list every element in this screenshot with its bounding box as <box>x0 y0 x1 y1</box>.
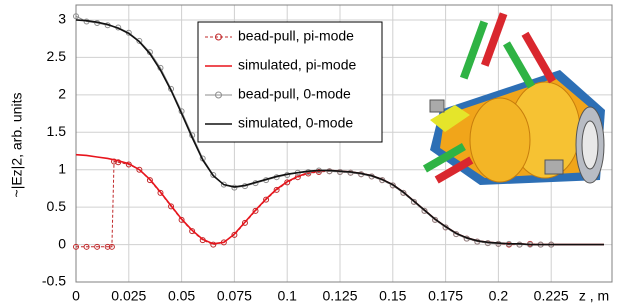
y-tick-label: 1.5 <box>47 123 67 139</box>
x-axis-label: z , m <box>579 288 609 304</box>
x-tick-label: 0.125 <box>322 288 357 304</box>
x-tick-label: 0.15 <box>379 288 406 304</box>
legend-label: simulated, 0-mode <box>238 115 353 131</box>
y-tick-label: 0 <box>58 235 66 251</box>
x-tick-label: 0.05 <box>168 288 195 304</box>
legend-label: simulated, pi-mode <box>238 57 356 73</box>
y-tick-label: 2 <box>58 86 66 102</box>
y-tick-label: 0.5 <box>47 198 67 214</box>
y-tick-label: -0.5 <box>42 273 66 289</box>
x-tick-label: 0.175 <box>428 288 463 304</box>
y-tick-label: 2.5 <box>47 48 67 64</box>
x-tick-label: 0.075 <box>217 288 252 304</box>
y-axis-label: ~|Ez|2, arb. units <box>9 93 25 198</box>
x-tick-label: 0.1 <box>277 288 297 304</box>
legend-label: bead-pull, pi-mode <box>238 28 354 44</box>
cavity-illustration <box>423 12 605 185</box>
x-tick-label: 0.225 <box>534 288 569 304</box>
x-tick-label: 0.2 <box>489 288 509 304</box>
chart: ~|Ez|2, arb. units -0.5 0 0.5 1 1.5 2 2.5 3 0 0.0… <box>0 0 625 305</box>
legend-label: bead-pull, 0-mode <box>238 86 351 102</box>
y-tick-label: 1 <box>58 160 66 176</box>
y-tick-label: 3 <box>58 11 66 27</box>
x-tick-label: 0.025 <box>111 288 146 304</box>
x-tick-label: 0 <box>72 288 80 304</box>
legend: bead-pull, pi-mode simulated, pi-mode bead… <box>198 22 382 142</box>
